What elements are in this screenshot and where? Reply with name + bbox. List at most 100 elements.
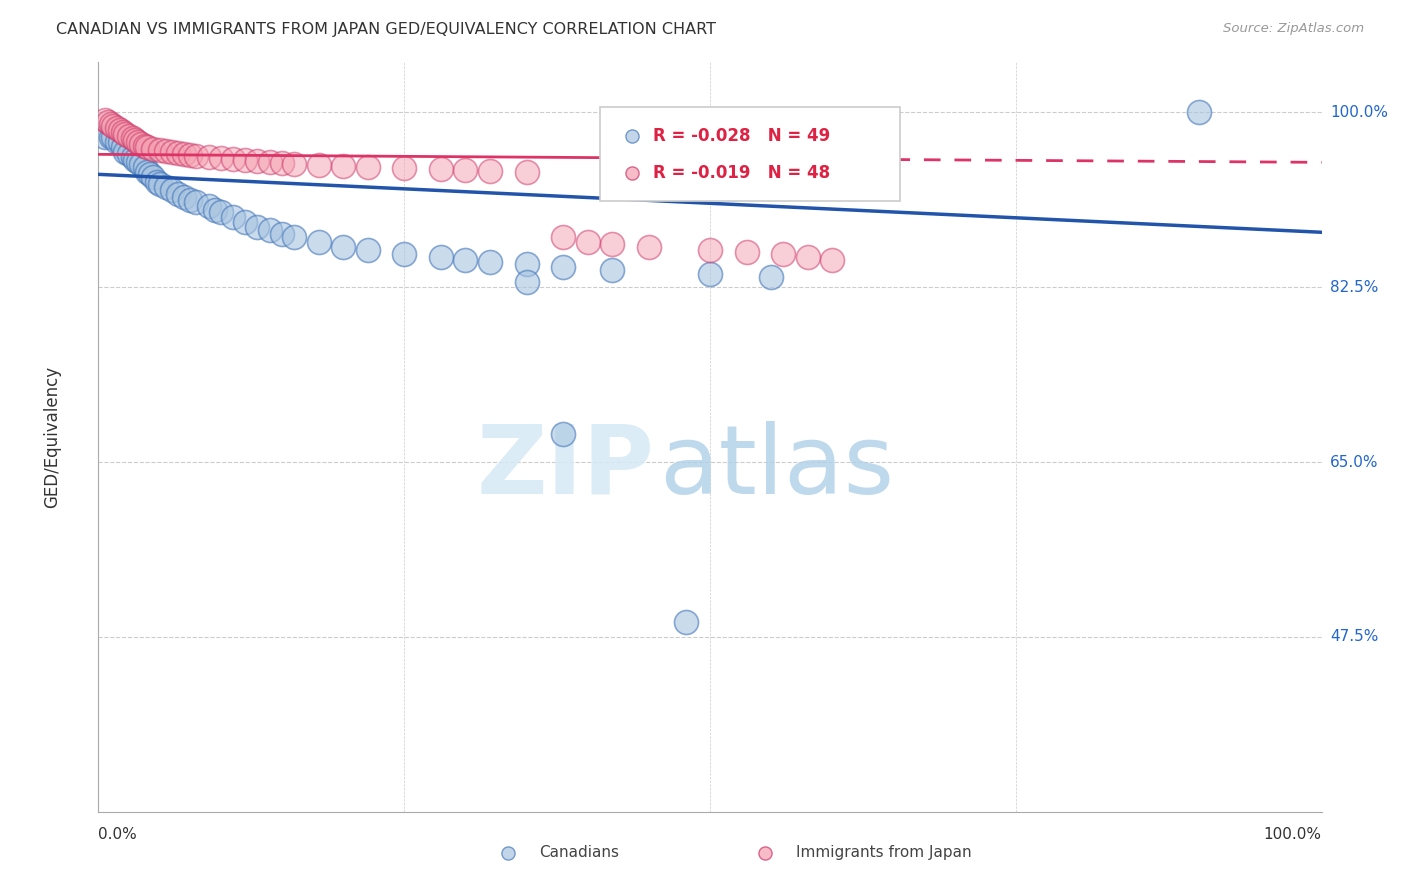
Point	[797, 250, 820, 264]
Text: 65.0%: 65.0%	[1330, 455, 1378, 469]
Point	[204, 203, 226, 218]
Point	[246, 220, 269, 235]
Point	[222, 153, 245, 167]
Point	[699, 244, 721, 258]
Point	[515, 257, 537, 271]
Point	[155, 145, 177, 159]
Point	[392, 161, 416, 176]
Point	[620, 203, 643, 218]
Point	[142, 142, 165, 156]
Point	[735, 245, 758, 260]
Point	[97, 115, 120, 129]
Point	[478, 255, 501, 269]
Point	[167, 187, 190, 202]
Point	[821, 253, 844, 268]
Point	[155, 180, 177, 194]
Point	[600, 263, 623, 277]
Point	[332, 240, 354, 254]
Text: Canadians: Canadians	[538, 846, 619, 861]
Text: atlas: atlas	[658, 420, 894, 514]
Point	[173, 190, 195, 204]
Point	[308, 158, 330, 172]
Point	[197, 150, 219, 164]
Text: Source: ZipAtlas.com: Source: ZipAtlas.com	[1223, 22, 1364, 36]
Point	[114, 145, 136, 160]
FancyBboxPatch shape	[600, 107, 900, 201]
Point	[124, 133, 146, 147]
Point	[105, 136, 128, 150]
Point	[136, 140, 159, 154]
Point	[100, 130, 122, 145]
Text: GED/Equivalency: GED/Equivalency	[44, 366, 60, 508]
Point	[111, 125, 134, 139]
Point	[430, 250, 453, 264]
Point	[553, 427, 575, 442]
Point	[114, 128, 136, 142]
Point	[110, 123, 132, 137]
Point	[576, 235, 599, 250]
Point	[167, 146, 190, 161]
Point	[124, 153, 146, 168]
Point	[222, 211, 245, 225]
Point	[637, 240, 661, 254]
Point	[600, 237, 623, 252]
Point	[136, 165, 159, 179]
Point	[127, 155, 149, 169]
Point	[283, 157, 305, 171]
Point	[186, 149, 208, 163]
Point	[186, 195, 208, 210]
Point	[553, 260, 575, 275]
Point	[332, 159, 354, 173]
Point	[127, 136, 149, 150]
Point	[110, 136, 132, 150]
Point	[139, 167, 162, 181]
Point	[142, 170, 165, 185]
Point	[478, 164, 501, 178]
Point	[515, 165, 537, 179]
Point	[134, 139, 156, 153]
Text: Immigrants from Japan: Immigrants from Japan	[796, 846, 972, 861]
Point	[134, 161, 156, 175]
Point	[173, 147, 195, 161]
Point	[675, 615, 697, 629]
Point	[772, 247, 794, 261]
Point	[620, 253, 643, 268]
Point	[233, 153, 256, 168]
Text: 82.5%: 82.5%	[1330, 280, 1378, 294]
Point	[93, 130, 115, 145]
Point	[149, 178, 172, 192]
Point	[118, 147, 141, 161]
Point	[160, 183, 183, 197]
Point	[1188, 105, 1211, 120]
Point	[160, 145, 183, 160]
Point	[259, 223, 281, 237]
Text: 100.0%: 100.0%	[1264, 827, 1322, 842]
Point	[105, 121, 128, 136]
Text: CANADIAN VS IMMIGRANTS FROM JAPAN GED/EQUIVALENCY CORRELATION CHART: CANADIAN VS IMMIGRANTS FROM JAPAN GED/EQ…	[56, 22, 716, 37]
Point	[121, 150, 143, 164]
Point	[179, 194, 201, 208]
Point	[270, 156, 294, 170]
Point	[454, 253, 477, 268]
Point	[197, 199, 219, 213]
Point	[259, 155, 281, 169]
Point	[283, 230, 305, 244]
Text: 100.0%: 100.0%	[1330, 105, 1388, 120]
Point	[699, 267, 721, 281]
Point	[553, 230, 575, 244]
Point	[209, 205, 232, 219]
Point	[392, 247, 416, 261]
Point	[101, 130, 124, 145]
Point	[129, 137, 152, 152]
Point	[270, 227, 294, 242]
Point	[308, 235, 330, 250]
Point	[93, 113, 115, 128]
Text: ZIP: ZIP	[477, 420, 655, 514]
Point	[233, 215, 256, 229]
Text: R = -0.028   N = 49: R = -0.028 N = 49	[652, 128, 830, 145]
Point	[129, 157, 152, 171]
Point	[246, 154, 269, 169]
Point	[179, 148, 201, 162]
Point	[121, 131, 143, 145]
Point	[454, 163, 477, 178]
